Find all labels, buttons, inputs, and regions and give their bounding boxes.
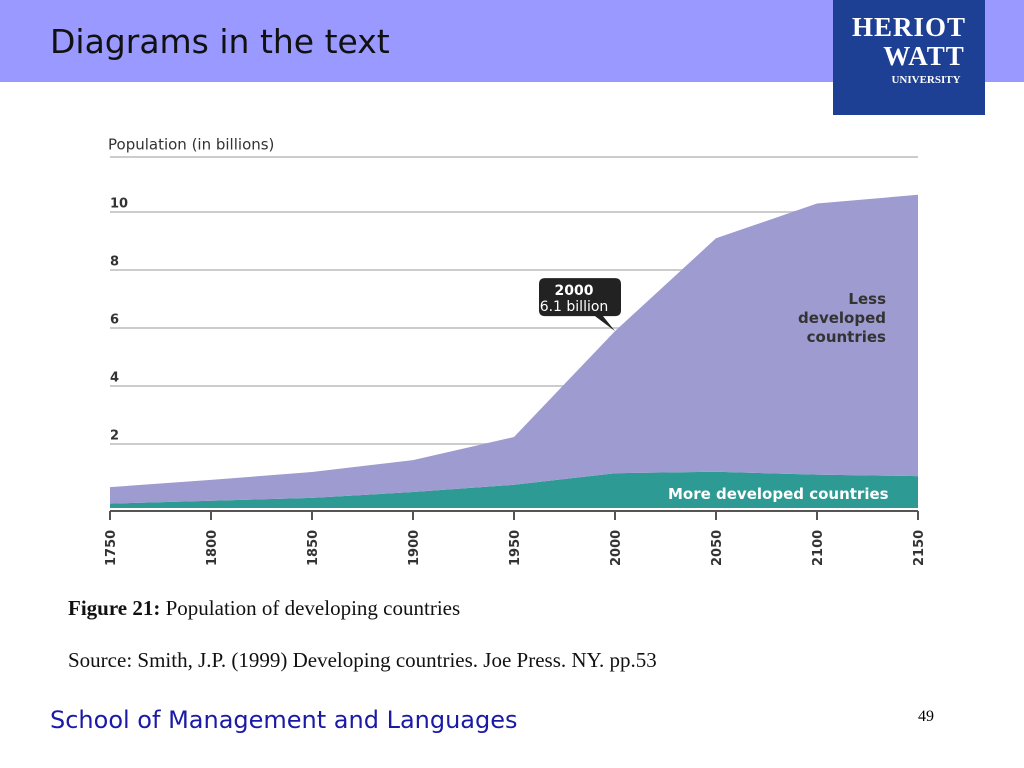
x-tick-label: 2050 <box>710 530 725 566</box>
y-axis-label: Population (in billions) <box>108 136 274 154</box>
slide-title: Diagrams in the text <box>50 22 390 61</box>
y-tick-label: 10 <box>110 197 128 212</box>
annotation-text: 6.1 billion <box>540 299 609 315</box>
x-tick-label: 2000 <box>609 530 624 566</box>
page-number: 49 <box>918 708 934 725</box>
y-tick-label: 2 <box>110 429 119 444</box>
logo-text: UNIVERSITY <box>891 74 961 86</box>
y-tick-label: 6 <box>110 313 119 328</box>
logo: HERIOT WATT UNIVERSITY <box>833 0 985 115</box>
x-tick-label: 2100 <box>811 530 826 566</box>
footer: School of Management and Languages <box>50 706 518 734</box>
caption-text: Population of developing countries <box>165 596 461 620</box>
annotation-text: 2000 <box>555 283 594 299</box>
x-tick-label: 2150 <box>912 530 927 566</box>
x-tick-label: 1800 <box>205 530 220 566</box>
logo-text: WATT <box>883 41 965 71</box>
area <box>110 194 918 504</box>
x-tick-label: 1950 <box>508 530 523 566</box>
source: Source: Smith, J.P. (1999) Developing co… <box>68 648 657 672</box>
logo-text: HERIOT <box>851 12 967 42</box>
x-tick-label: 1900 <box>407 530 422 566</box>
x-tick-label: 1750 <box>104 530 119 566</box>
area <box>110 471 918 508</box>
y-tick-label: 4 <box>110 371 119 386</box>
series-label: Less developed countries <box>798 290 886 346</box>
caption: Figure 21: Population of developing coun… <box>68 596 460 621</box>
y-tick-label: 8 <box>110 255 119 270</box>
x-tick-label: 1850 <box>306 530 321 566</box>
caption-label: Figure 21: <box>68 596 161 620</box>
annotation-box <box>533 278 621 332</box>
series-label: More developed countries <box>668 485 889 503</box>
